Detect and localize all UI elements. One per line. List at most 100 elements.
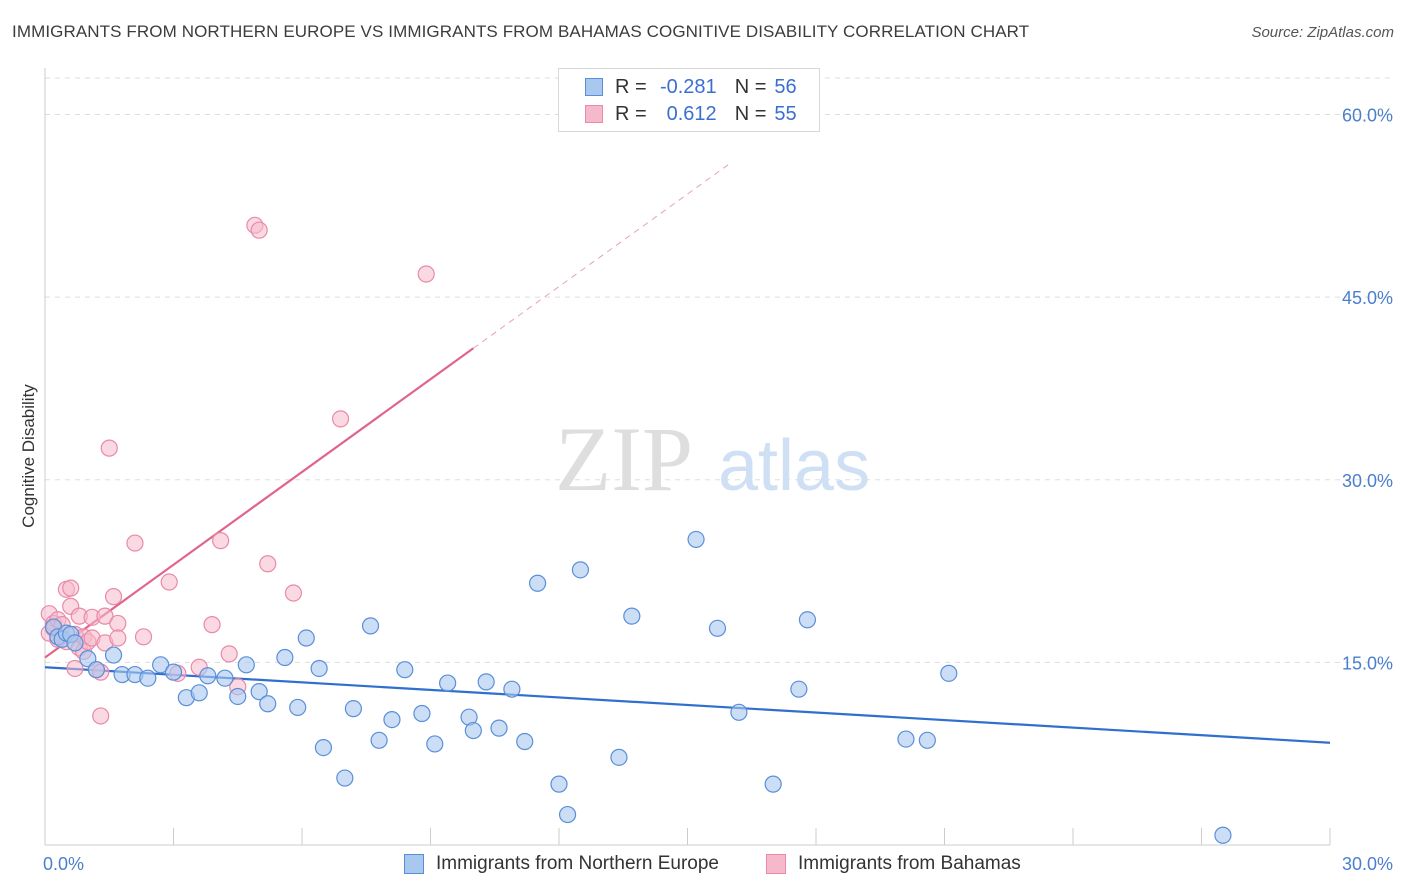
trend-line-bahamas-extension [473, 162, 731, 349]
bottom-legend-swatch-blue [404, 854, 424, 874]
legend-n-value: 55 [774, 102, 797, 125]
watermark-zip: ZIP [555, 408, 693, 510]
tick-labels: 15.0% 30.0% 45.0% 60.0% 0.0% 30.0% [43, 106, 1393, 874]
point-northern-europe [503, 680, 521, 698]
point-northern-europe [764, 775, 782, 793]
legend-swatch-pink [585, 105, 603, 123]
bottom-legend-blue: Immigrants from Northern Europe [404, 851, 719, 877]
point-bahamas [250, 221, 268, 239]
legend-n-label: N = [734, 75, 767, 98]
point-bahamas [66, 659, 84, 678]
bottom-legend-swatch-pink [766, 854, 786, 874]
point-bahamas [203, 616, 221, 634]
point-northern-europe [139, 669, 157, 687]
legend-r-value: 0.612 [666, 102, 717, 125]
point-northern-europe [1214, 826, 1232, 844]
point-bahamas [109, 629, 127, 647]
point-bahamas [212, 532, 230, 550]
bottom-legend-label-pink: Immigrants from Bahamas [798, 853, 1021, 874]
point-northern-europe [336, 769, 354, 787]
point-northern-europe [152, 656, 170, 674]
point-northern-europe [439, 674, 457, 692]
trend-line-bahamas [44, 347, 474, 659]
point-bahamas [160, 573, 178, 591]
y-tick-label: 15.0% [1342, 653, 1393, 673]
point-bahamas [134, 628, 153, 646]
point-northern-europe [477, 673, 495, 691]
watermark-atlas: atlas [718, 426, 870, 506]
point-northern-europe [383, 711, 401, 729]
point-northern-europe [490, 719, 508, 737]
point-northern-europe [216, 669, 234, 687]
axes [44, 68, 1331, 846]
point-northern-europe [918, 731, 936, 749]
point-northern-europe [164, 663, 183, 681]
point-northern-europe [289, 698, 307, 717]
point-northern-europe [396, 661, 414, 679]
point-northern-europe [426, 735, 444, 753]
point-northern-europe [237, 656, 255, 674]
grid-lines [45, 77, 1392, 663]
trend-line-northern-europe [44, 666, 1331, 744]
point-northern-europe [190, 684, 208, 702]
point-northern-europe [199, 667, 217, 685]
point-northern-europe [571, 561, 590, 579]
point-northern-europe [250, 682, 268, 701]
point-northern-europe [730, 703, 748, 721]
point-bahamas [284, 584, 303, 602]
point-bahamas [220, 645, 238, 663]
x-tick-label: 0.0% [43, 854, 84, 874]
y-tick-label: 45.0% [1342, 288, 1393, 308]
point-bahamas [104, 588, 123, 606]
data-points [40, 216, 1232, 844]
point-northern-europe [798, 611, 817, 629]
point-northern-europe [413, 704, 431, 723]
point-northern-europe [940, 664, 958, 682]
point-bahamas [92, 707, 110, 725]
point-bahamas [62, 579, 80, 597]
legend-n-value: 56 [774, 75, 797, 98]
legend-row-pink: R = 0.612 N = 55 [585, 101, 797, 127]
point-bahamas [331, 410, 350, 428]
point-northern-europe [104, 646, 123, 664]
y-axis-label: Cognitive Disability [19, 384, 38, 528]
point-northern-europe [310, 659, 328, 678]
trend-lines [44, 162, 1331, 744]
point-northern-europe [370, 731, 388, 749]
point-northern-europe [550, 775, 568, 793]
point-bahamas [259, 555, 277, 573]
point-northern-europe [708, 619, 727, 637]
point-northern-europe [87, 661, 106, 679]
bottom-legend-pink: Immigrants from Bahamas [766, 851, 1021, 877]
point-bahamas [126, 534, 144, 552]
point-northern-europe [464, 721, 482, 740]
point-northern-europe [229, 687, 247, 706]
y-tick-label: 30.0% [1342, 471, 1393, 491]
point-northern-europe [344, 700, 362, 718]
point-northern-europe [558, 805, 577, 824]
legend-swatch-blue [585, 78, 603, 96]
point-northern-europe [610, 748, 628, 766]
point-northern-europe [516, 732, 534, 751]
y-tick-label: 60.0% [1342, 106, 1393, 126]
point-northern-europe [623, 607, 641, 625]
legend-r-label: R = [615, 102, 647, 125]
point-northern-europe [790, 680, 808, 698]
point-bahamas [96, 607, 114, 625]
legend-r-value: -0.281 [659, 75, 717, 98]
point-northern-europe [528, 574, 547, 592]
point-bahamas [109, 614, 127, 633]
chart-title: IMMIGRANTS FROM NORTHERN EUROPE VS IMMIG… [12, 22, 1030, 41]
point-northern-europe [361, 617, 380, 635]
point-northern-europe [259, 695, 277, 713]
point-northern-europe [276, 648, 294, 667]
x-tick-label: 30.0% [1342, 854, 1393, 874]
legend-r-label: R = [615, 75, 647, 98]
correlation-legend: R = -0.281 N = 56 R = 0.612 N = 55 [558, 68, 820, 132]
legend-n-label: N = [734, 102, 767, 125]
point-northern-europe [297, 629, 315, 647]
point-northern-europe [687, 530, 705, 549]
point-bahamas [417, 265, 435, 283]
point-northern-europe [66, 634, 84, 652]
